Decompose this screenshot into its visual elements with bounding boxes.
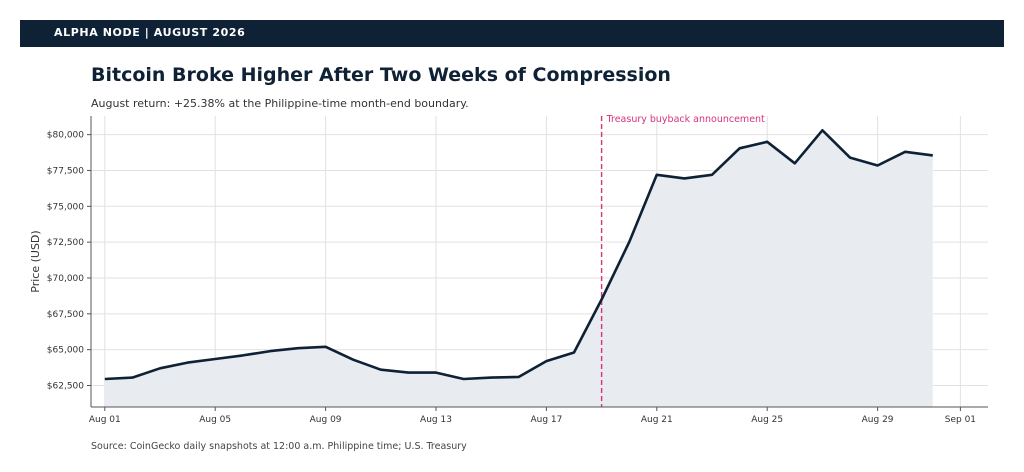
header-text: ALPHA NODE | AUGUST 2026 (54, 26, 246, 39)
y-axis-label: Price (USD) (29, 230, 42, 292)
y-tick-label: $77,500 (47, 166, 84, 176)
axes (90, 116, 988, 408)
chart-subtitle: August return: +25.38% at the Philippine… (91, 97, 469, 110)
x-tick-label: Aug 25 (751, 415, 783, 425)
x-tick-label: Aug 13 (420, 415, 452, 425)
y-axis-ticks: $62,500 $65,000 $67,500 $70,000 $72,500 $75,0… (47, 131, 91, 391)
x-tick-label: Aug 21 (641, 415, 673, 425)
x-tick-label: Sep 01 (945, 415, 976, 425)
y-tick-label: $80,000 (47, 131, 84, 141)
x-tick-label: Aug 17 (530, 415, 562, 425)
x-tick-label: Aug 05 (199, 415, 231, 425)
x-axis-ticks: Aug 01 Aug 05 Aug 09 Aug 13 Aug 17 Aug 21 Aug … (89, 407, 976, 425)
x-tick-label: Aug 01 (89, 415, 121, 425)
price-series-line (104, 129, 933, 381)
annotation-label: Treasury buyback announcement (606, 114, 765, 125)
y-tick-label: $67,500 (47, 310, 84, 320)
source-note: Source: CoinGecko daily snapshots at 12:… (91, 441, 467, 452)
y-tick-label: $75,000 (47, 202, 84, 212)
x-tick-label: Aug 29 (862, 415, 894, 425)
y-tick-label: $62,500 (47, 381, 84, 391)
chart-title: Bitcoin Broke Higher After Two Weeks of … (91, 64, 671, 86)
price-area-fill (104, 130, 933, 408)
header-bar: ALPHA NODE | AUGUST 2026 (20, 20, 1004, 47)
x-tick-label: Aug 09 (310, 415, 342, 425)
y-tick-label: $70,000 (47, 274, 84, 284)
y-tick-label: $65,000 (47, 346, 84, 356)
y-tick-label: $72,500 (47, 238, 84, 248)
